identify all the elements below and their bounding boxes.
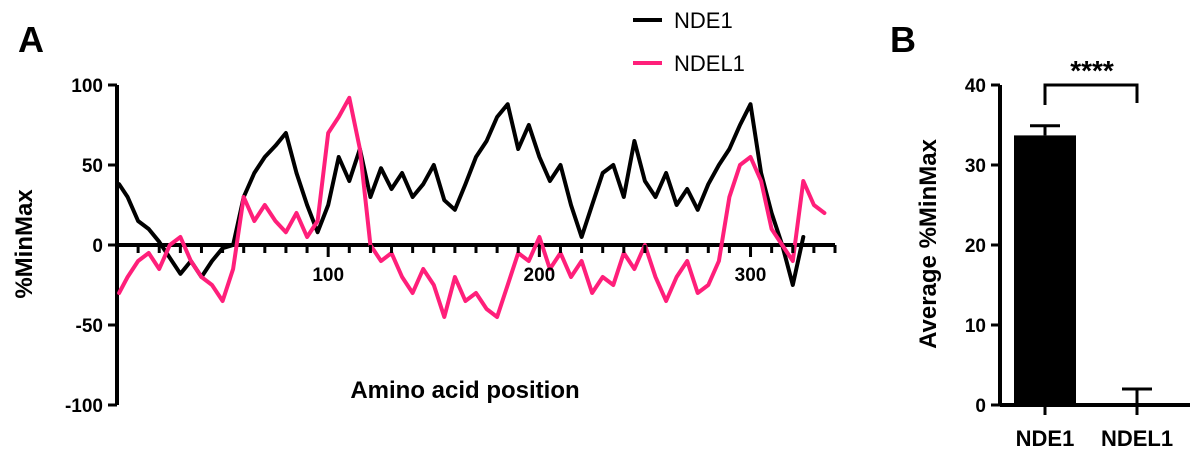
y-tick-label: -50: [76, 316, 103, 337]
y-tick-label: 50: [82, 156, 103, 177]
bar-chart-ticks: 0 10 20 30 40 NDE1 NDEL1: [965, 76, 1173, 451]
line-chart-series: [117, 95, 827, 319]
bar-y-tick-label: 20: [965, 236, 986, 257]
panel-b-label: B: [890, 19, 916, 60]
bar-category-label: NDEL1: [1101, 426, 1173, 451]
legend: NDE1 NDEL1: [633, 8, 745, 76]
x-tick-label: 100: [312, 265, 344, 286]
panel-a-label: A: [18, 19, 44, 60]
bar-chart-panel: 0 10 20 30 40 NDE1 NDEL1 Average %MinMax ****: [915, 55, 1190, 451]
legend-label-nde1: NDE1: [674, 8, 733, 33]
line-chart-panel: -100 -50 0 50 100 100 200 300 Amino acid positi…: [11, 8, 837, 417]
significance-marker: ****: [1070, 55, 1114, 86]
bar-y-axis-title: Average %MinMax: [915, 138, 942, 349]
bar-y-tick-label: 0: [975, 396, 986, 417]
line-chart-ticks: -100 -50 0 50 100 100 200 300: [65, 76, 837, 417]
nde1-line: [117, 102, 806, 287]
x-tick-label: 300: [735, 265, 767, 286]
y-tick-label: 0: [92, 236, 103, 257]
bar-category-label: NDE1: [1016, 426, 1075, 451]
x-tick-label: 200: [524, 265, 556, 286]
significance-bracket: [1043, 83, 1139, 105]
y-axis-title: %MinMax: [11, 189, 38, 299]
x-axis-title: Amino acid position: [350, 377, 579, 404]
bar-y-tick-label: 40: [965, 76, 986, 97]
legend-label-ndel1: NDEL1: [674, 51, 745, 76]
bar-chart-bars: [1014, 83, 1168, 406]
bar-y-tick-label: 30: [965, 156, 986, 177]
ndel1-bar: [1106, 403, 1168, 406]
ndel1-line: [117, 95, 827, 319]
y-tick-label: -100: [65, 396, 103, 417]
bar-y-tick-label: 10: [965, 316, 986, 337]
nde1-bar: [1014, 135, 1076, 405]
y-tick-label: 100: [71, 76, 103, 97]
